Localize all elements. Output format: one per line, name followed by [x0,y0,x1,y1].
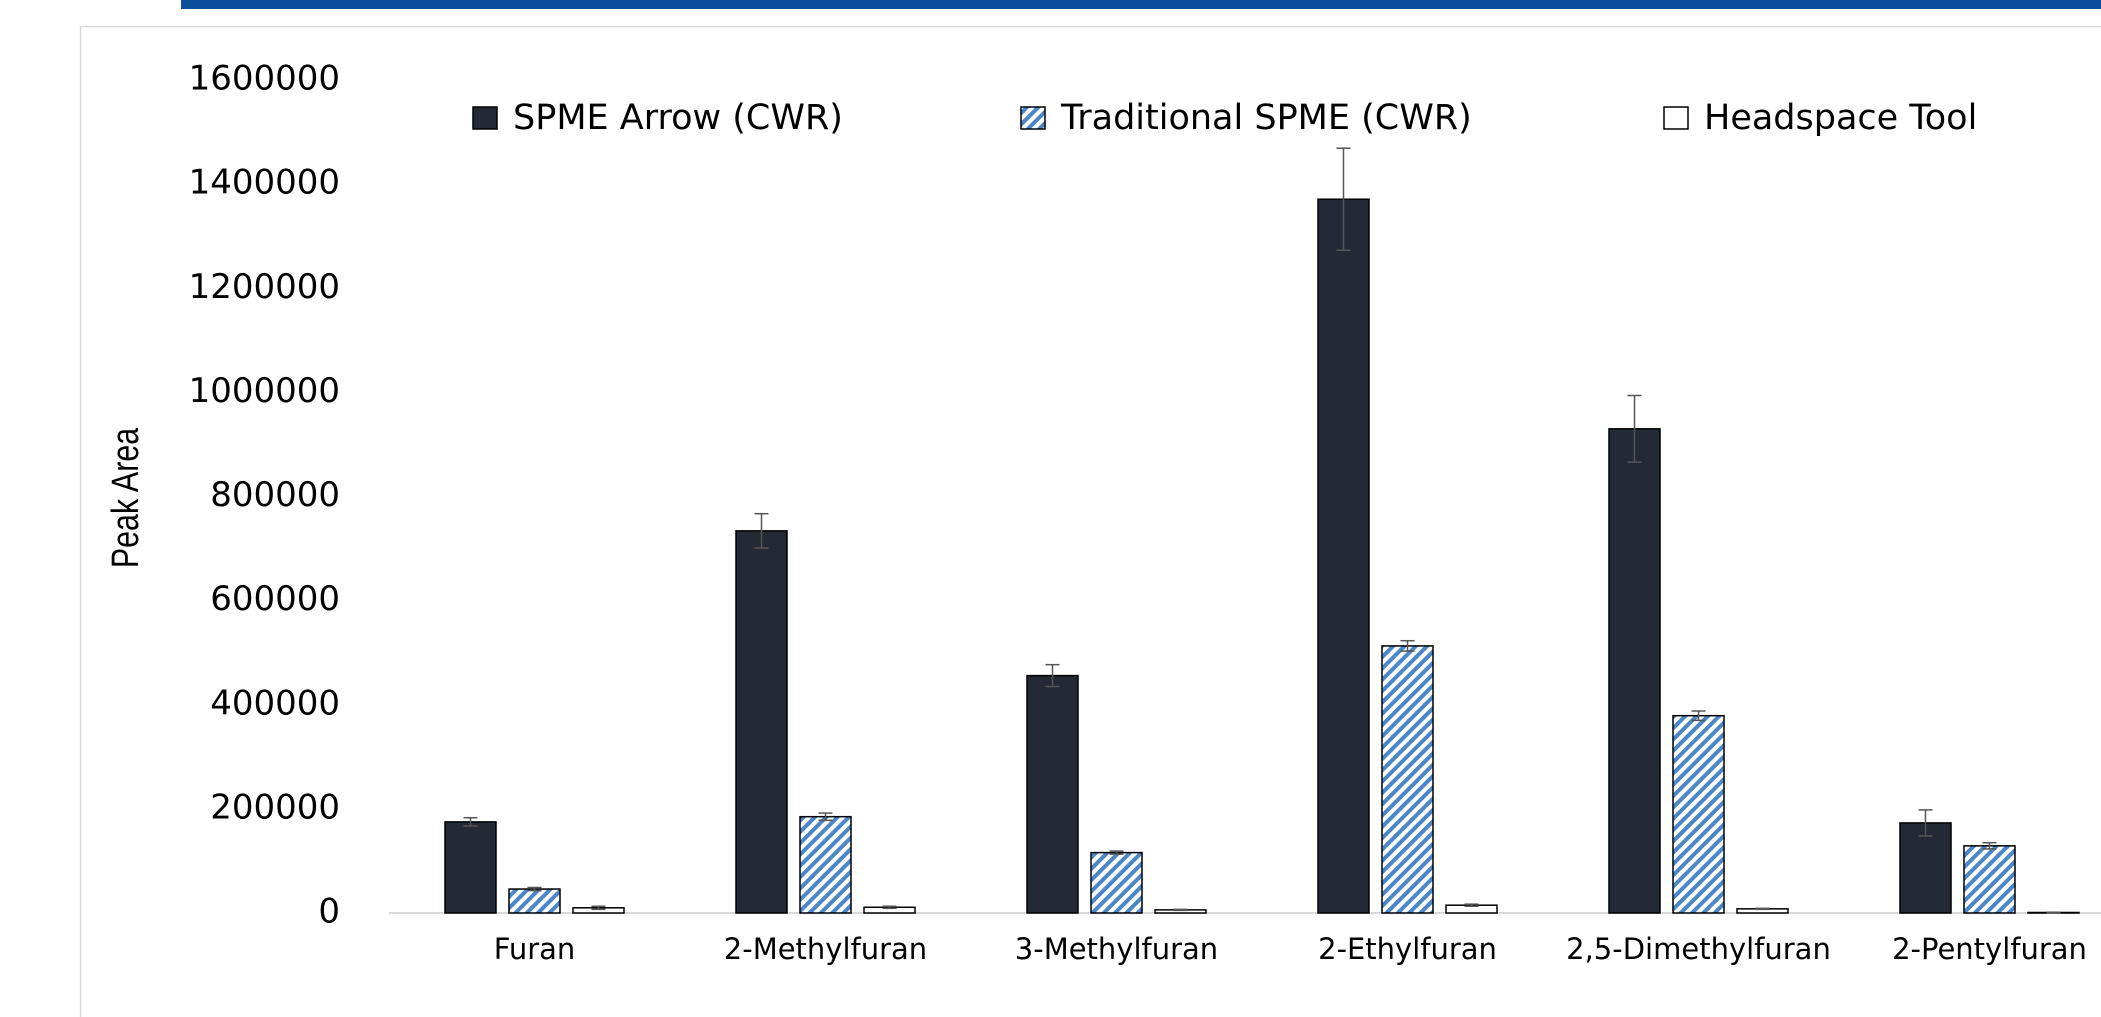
bar [1317,198,1370,914]
x-tick-label: 2-Pentylfuran [1892,932,2087,966]
x-tick-label: 3-Methylfuran [1015,932,1218,966]
bar [1899,822,1952,914]
bar [1026,674,1079,914]
bar [1963,845,2016,914]
legend-label: SPME Arrow (CWR) [513,98,843,138]
legend-label: Headspace Tool [1704,98,1977,138]
bar [1608,428,1661,914]
bar [1672,714,1725,914]
chart-frame [79,25,2101,1017]
y-tick-label: 1400000 [189,163,340,203]
y-tick-label: 200000 [210,787,340,827]
x-tick-label: 2,5-Dimethylfuran [1566,932,1831,966]
bar [799,815,852,914]
legend-label: Traditional SPME (CWR) [1060,98,1472,138]
bar [1381,645,1434,914]
bar [1090,851,1143,914]
y-tick-label: 1000000 [189,371,340,411]
legend-swatch [1020,106,1046,130]
y-tick-label: 400000 [210,683,340,723]
y-tick-label: 800000 [210,475,340,515]
legend-swatch [1663,106,1689,130]
x-tick-label: Furan [494,932,576,966]
y-tick-label: 600000 [210,579,340,619]
x-tick-label: 2-Methylfuran [724,932,927,966]
y-tick-label: 1600000 [189,59,340,99]
bar [735,530,788,914]
legend-swatch [472,106,498,130]
header-stripe [181,0,2101,9]
x-tick-label: 2-Ethylfuran [1318,932,1497,966]
bar [508,888,561,914]
bar [444,821,497,914]
y-axis-label: Peak Area [105,427,147,568]
y-tick-label: 0 [318,892,340,932]
y-tick-label: 1200000 [189,267,340,307]
